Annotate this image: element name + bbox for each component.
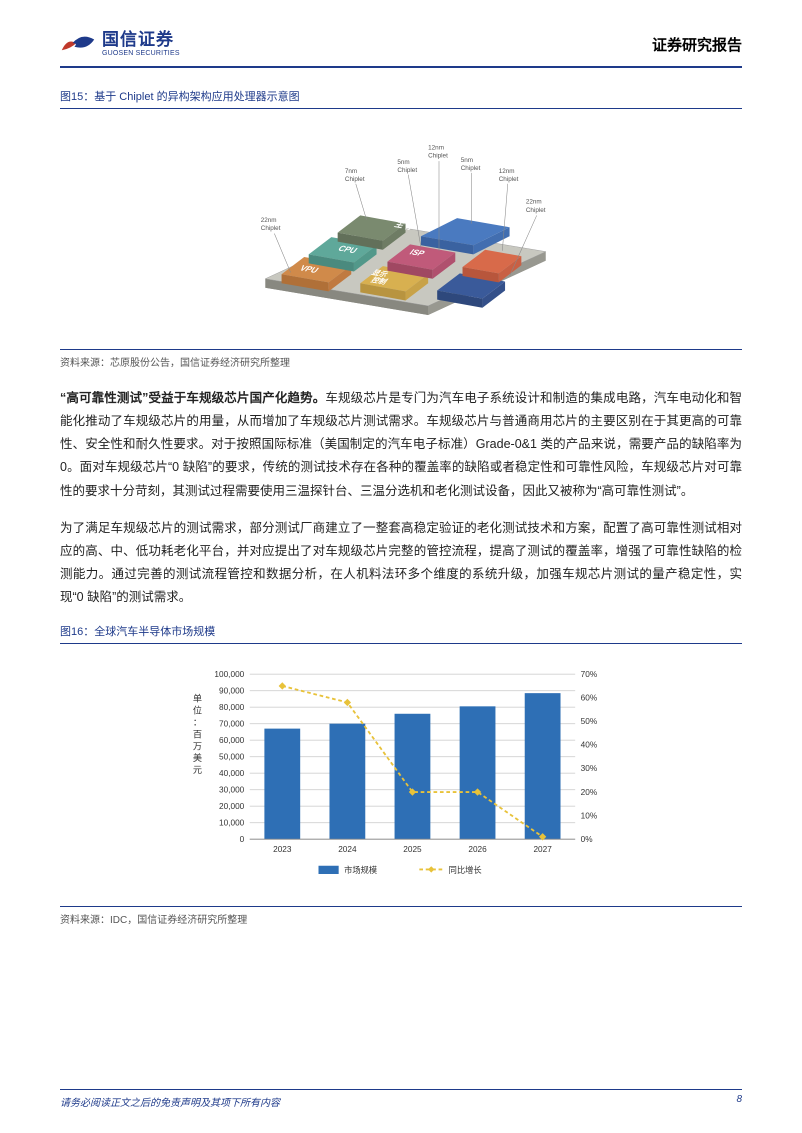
svg-text:60%: 60% <box>581 694 598 703</box>
svg-text:I / O: I / O <box>224 255 246 266</box>
svg-text:2026: 2026 <box>468 845 487 854</box>
svg-text:Chiplet: Chiplet <box>397 167 417 174</box>
chiplet-svg: I / O NPU GPU VPU <box>211 129 591 329</box>
svg-text:30%: 30% <box>581 764 598 773</box>
svg-text:20%: 20% <box>581 788 598 797</box>
svg-text:10%: 10% <box>581 811 598 820</box>
svg-text:30,000: 30,000 <box>219 786 245 795</box>
svg-text:22nm: 22nm <box>261 217 277 224</box>
fig15-caption: 图15：基于 Chiplet 的异构架构应用处理器示意图 <box>60 88 742 109</box>
logo-text-cn: 国信证券 <box>102 31 180 48</box>
svg-text:70%: 70% <box>581 670 598 679</box>
svg-text:NPU: NPU <box>261 237 284 248</box>
svg-text:40,000: 40,000 <box>219 769 245 778</box>
para1-lead: “高可靠性测试”受益于车规级芯片国产化趋势。 <box>60 391 325 405</box>
svg-text:0%: 0% <box>581 835 594 844</box>
svg-text:Chiplet: Chiplet <box>261 225 281 232</box>
svg-text:Chiplet: Chiplet <box>345 176 365 183</box>
svg-text:70,000: 70,000 <box>219 720 245 729</box>
svg-text:2027: 2027 <box>533 845 552 854</box>
svg-text:GPU: GPU <box>301 217 325 228</box>
svg-text:万: 万 <box>193 741 202 751</box>
svg-text:12nm: 12nm <box>428 144 444 151</box>
svg-text:2023: 2023 <box>273 845 292 854</box>
bar-chart-svg: 0 10,000 20,000 30,000 40,000 50,000 60,000 70,… <box>181 660 621 890</box>
fig15-source: 资料来源：芯原股份公告，国信证券经济研究所整理 <box>60 349 742 369</box>
svg-text:Chiplet: Chiplet <box>461 165 481 172</box>
svg-text:百: 百 <box>193 730 202 740</box>
fig16-source: 资料来源：IDC，国信证券经济研究所整理 <box>60 906 742 926</box>
svg-text:位: 位 <box>193 705 202 716</box>
svg-text:0: 0 <box>240 835 245 844</box>
para2-body: 为了满足车规级芯片的测试需求，部分测试厂商建立了一整套高稳定验证的老化测试技术和… <box>60 521 742 604</box>
svg-text:Chiplet: Chiplet <box>526 207 546 214</box>
svg-text:100,000: 100,000 <box>214 670 244 679</box>
svg-text:2025: 2025 <box>403 845 422 854</box>
svg-text:元: 元 <box>193 765 202 775</box>
svg-text:Chiplet: Chiplet <box>499 176 519 183</box>
page-header: 国信证券 GUOSEN SECURITIES 证券研究报告 <box>60 30 742 68</box>
report-type: 证券研究报告 <box>652 34 742 55</box>
svg-text:7nm: 7nm <box>345 168 357 175</box>
svg-text:12nm: 12nm <box>499 168 515 175</box>
para1-body: 车规级芯片是专门为汽车电子系统设计和制造的集成电路，汽车电动化和智能化推动了车规… <box>60 391 742 498</box>
svg-text:5nm: 5nm <box>461 157 473 164</box>
fig16-caption: 图16：全球汽车半导体市场规模 <box>60 623 742 644</box>
svg-text:50%: 50% <box>581 717 598 726</box>
svg-text:美: 美 <box>193 752 202 763</box>
svg-text:市场规模: 市场规模 <box>344 865 377 875</box>
fig16-chart: 0 10,000 20,000 30,000 40,000 50,000 60,000 70,… <box>60 654 742 896</box>
footer-page-no: 8 <box>736 1094 742 1109</box>
svg-text:5nm: 5nm <box>397 159 409 166</box>
svg-text:40%: 40% <box>581 741 598 750</box>
svg-text:80,000: 80,000 <box>219 703 245 712</box>
logo-text-en: GUOSEN SECURITIES <box>102 50 180 57</box>
paragraph-1: “高可靠性测试”受益于车规级芯片国产化趋势。车规级芯片是专门为汽车电子系统设计和… <box>60 387 742 503</box>
svg-text:60,000: 60,000 <box>219 736 245 745</box>
guosen-logo-icon <box>60 30 96 58</box>
svg-text:50,000: 50,000 <box>219 753 245 762</box>
svg-text:22nm: 22nm <box>526 199 542 206</box>
svg-text:：: ： <box>193 718 202 728</box>
footer-disclaimer: 请务必阅读正文之后的免责声明及其项下所有内容 <box>60 1094 280 1109</box>
logo-block: 国信证券 GUOSEN SECURITIES <box>60 30 180 58</box>
svg-text:同比增长: 同比增长 <box>449 865 482 875</box>
svg-text:10,000: 10,000 <box>219 819 245 828</box>
svg-text:单: 单 <box>193 693 202 704</box>
page-footer: 请务必阅读正文之后的免责声明及其项下所有内容 8 <box>60 1089 742 1109</box>
paragraph-2: 为了满足车规级芯片的测试需求，部分测试厂商建立了一整套高稳定验证的老化测试技术和… <box>60 517 742 610</box>
svg-text:Chiplet: Chiplet <box>428 153 448 160</box>
fig15-diagram: I / O NPU GPU VPU <box>60 119 742 339</box>
svg-text:90,000: 90,000 <box>219 687 245 696</box>
svg-text:2024: 2024 <box>338 845 357 854</box>
svg-text:20,000: 20,000 <box>219 802 245 811</box>
